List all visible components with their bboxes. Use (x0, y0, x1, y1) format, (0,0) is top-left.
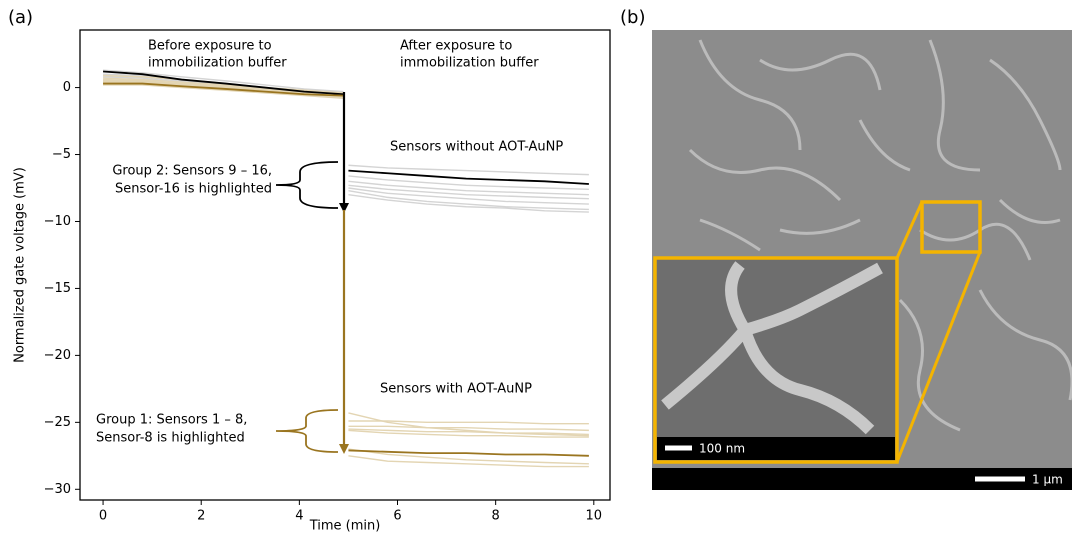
series-line (103, 81, 589, 437)
annotation: Sensors without AOT-AuNP (390, 140, 563, 155)
annotation: immobilization buffer (148, 56, 287, 71)
y-tick-label: 0 (63, 80, 71, 95)
arrow-head (339, 203, 349, 213)
x-tick-label: 8 (492, 509, 500, 524)
x-tick-label: 2 (197, 509, 205, 524)
panel-label: (a) (8, 7, 33, 28)
annotation: Sensor-16 is highlighted (115, 182, 272, 197)
x-tick-label: 6 (393, 509, 401, 524)
annotation: Sensor-8 is highlighted (96, 431, 245, 446)
y-axis-label: Normalized gate voltage (mV) (13, 167, 28, 363)
x-tick-label: 10 (586, 509, 603, 524)
x-axis-label: Time (min) (309, 519, 381, 534)
plot: 0 2 4 6 8 10 0 −5 −10 −15 −20 −25 −30 Time (min) Norma… (13, 29, 611, 534)
series-line (103, 84, 589, 468)
annotation: After exposure to (400, 39, 512, 54)
series-line (103, 70, 589, 185)
series-line (103, 82, 589, 457)
y-tick-label: −30 (44, 482, 71, 497)
arrow-head (339, 444, 349, 454)
brace (275, 409, 339, 453)
series-line (103, 69, 589, 176)
series-line (103, 74, 589, 425)
series-line (103, 77, 589, 432)
x-tick-label: 0 (99, 509, 107, 524)
panel-label: (b) (620, 7, 645, 28)
y-tick-label: −15 (44, 281, 71, 296)
x-tick-label: 4 (295, 509, 303, 524)
sem-image: 1 µm 100 nm (652, 30, 1072, 490)
scale-label: 100 nm (699, 442, 745, 456)
y-tick-label: −5 (52, 147, 71, 162)
y-tick-label: −25 (44, 415, 71, 430)
y-tick-label: −20 (44, 348, 71, 363)
annotation: immobilization buffer (400, 56, 539, 71)
scale-label: 1 µm (1032, 473, 1063, 487)
y-tick-label: −10 (44, 214, 71, 229)
annotation: Before exposure to (148, 39, 272, 54)
annotation: Sensors with AOT-AuNP (380, 382, 532, 397)
brace (275, 161, 339, 209)
annotation: Group 1: Sensors 1 – 8, (96, 413, 247, 428)
plot-frame (79, 29, 611, 501)
annotation: Group 2: Sensors 9 – 16, (112, 164, 272, 179)
